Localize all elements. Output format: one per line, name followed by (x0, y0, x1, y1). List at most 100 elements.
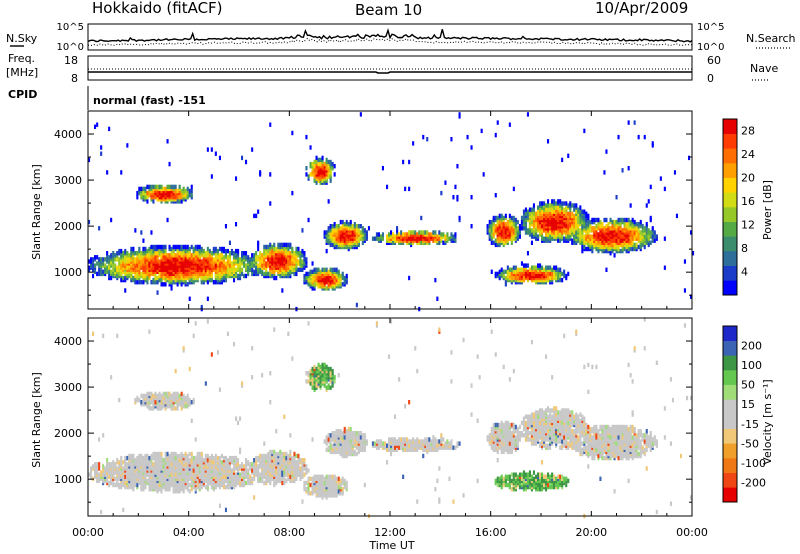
scatter-cell (226, 273, 229, 279)
scatter-cell (327, 199, 330, 204)
scatter-cell (305, 257, 308, 262)
scatter-cell (216, 478, 219, 484)
scatter-cell (400, 230, 403, 235)
scatter-cell (466, 134, 469, 140)
scatter-cell (148, 482, 151, 488)
scatter-cell (218, 484, 221, 490)
scatter-cell (553, 199, 556, 204)
scatter-cell (94, 255, 97, 260)
station-title: Hokkaido (fitACF) (92, 0, 223, 17)
scatter-cell (321, 284, 324, 289)
scatter-cell (339, 282, 342, 287)
scatter-cell (204, 381, 207, 386)
scatter-cell (470, 145, 473, 150)
scatter-cell (172, 184, 175, 190)
scatter-cell (647, 199, 650, 204)
scatter-cell (148, 474, 151, 479)
scatter-cell (623, 222, 626, 227)
scatter-cell (321, 178, 324, 183)
scatter-cell (206, 246, 209, 252)
scatter-cell (629, 219, 632, 225)
scatter-cell (182, 186, 185, 192)
scatter-cell (142, 195, 145, 200)
scatter-cell (518, 230, 521, 235)
scatter-cell (210, 147, 213, 152)
scatter-cell (176, 253, 179, 258)
scatter-cell (132, 275, 135, 281)
scatter-cell (230, 478, 233, 484)
scatter-cell (617, 217, 620, 223)
scatter-cell (180, 451, 183, 457)
scatter-cell (110, 375, 113, 380)
scatter-cell (545, 265, 548, 270)
scatter-cell (118, 397, 121, 403)
scatter-cell (114, 476, 117, 481)
scatter-cell (317, 157, 320, 163)
scatter-cell (448, 236, 451, 241)
scatter-cell (261, 269, 264, 274)
scatter-cell (192, 397, 195, 403)
scatter-cell (307, 271, 310, 277)
scatter-cell (249, 257, 252, 262)
scatter-cell (156, 280, 159, 285)
scatter-cell (500, 213, 503, 219)
scatter-cell (623, 217, 626, 223)
scatter-cell (92, 331, 95, 336)
scatter-cell (291, 257, 294, 262)
scatter-cell (337, 224, 340, 229)
scatter-cell (122, 275, 125, 281)
scatter-cell (243, 255, 246, 260)
scatter-cell (271, 449, 274, 455)
scatter-cell (273, 246, 276, 252)
scatter-cell (104, 466, 107, 471)
scatter-cell (88, 265, 91, 270)
scatter-cell (186, 186, 189, 192)
scatter-cell (158, 184, 161, 190)
scatter-cell (573, 213, 576, 219)
scatter-cell (452, 195, 455, 200)
scatter-cell (408, 159, 411, 165)
scatter-cell (597, 217, 600, 223)
scatter-cell (535, 236, 538, 241)
colorbar-tick-label: 28 (741, 125, 755, 138)
scatter-cell (597, 226, 600, 231)
scatter-cell (202, 248, 205, 254)
scatter-cell (329, 232, 332, 237)
nave-tick-0: 0 (707, 72, 714, 85)
scatter-cell (541, 234, 544, 239)
scatter-cell (257, 209, 260, 214)
scatter-cell (88, 472, 91, 477)
scatter-cell (285, 242, 288, 248)
scatter-cell (142, 246, 145, 252)
scatter-cell (263, 271, 266, 277)
scatter-cell (442, 240, 445, 245)
scatter-cell (192, 333, 195, 339)
scatter-cell (325, 157, 328, 163)
scatter-cell (510, 271, 513, 277)
scatter-cell (233, 341, 236, 347)
scatter-cell (583, 213, 586, 219)
scatter-cell (257, 263, 260, 268)
scatter-cell (601, 222, 604, 227)
beam-title: Beam 10 (355, 1, 422, 19)
scatter-cell (309, 161, 312, 167)
scatter-cell (220, 269, 223, 274)
scatter-cell (92, 257, 95, 262)
scatter-cell (166, 139, 169, 144)
scatter-cell (212, 280, 215, 285)
scatter-cell (323, 161, 326, 167)
scatter-cell (595, 246, 598, 252)
scatter-cell (104, 263, 107, 268)
scatter-cell (170, 257, 173, 262)
scatter-cell (162, 458, 165, 463)
scatter-cell (118, 460, 121, 465)
scatter-cell (251, 375, 254, 380)
scatter-cell (156, 275, 159, 281)
scatter-cell (206, 319, 209, 324)
scatter-cell (446, 232, 449, 237)
noise-panel: N.Sky 10^5 10^0 10^5 10^0 N.Search (6, 22, 796, 53)
scatter-cell (233, 466, 236, 471)
scatter-cell (200, 482, 203, 488)
scatter-cell (146, 453, 149, 459)
scatter-cell (444, 180, 447, 185)
